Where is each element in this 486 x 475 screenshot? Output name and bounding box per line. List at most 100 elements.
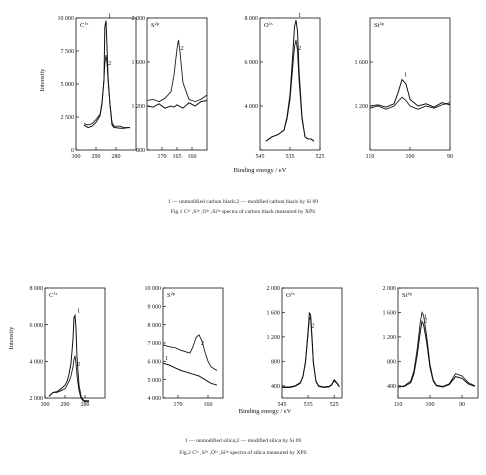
fig1-o1s-x-tick-label: 545 xyxy=(256,154,265,160)
fig2-caption: Fig.2 C¹ˢ ,S²ᵖ ,O¹ˢ ,Si²ᵖ spectra of sil… xyxy=(179,450,307,456)
fig2-s2p-series-1-line xyxy=(162,362,218,386)
fig2-s2p-frame xyxy=(162,287,224,399)
fig1-o1s-y-tick-label: 8 000 xyxy=(245,16,259,22)
fig1-si2p-element-superscript: 2p xyxy=(379,21,384,26)
fig2-s2p-y-tick-label: 10 000 xyxy=(145,286,162,292)
fig1-c1s-series-2-line xyxy=(83,54,130,129)
fig2-o1s-series-label-2: 2 xyxy=(311,322,314,329)
fig1-s2p-element-superscript: 2p xyxy=(155,21,160,26)
fig2-si2p-y-tick-label: 2 000 xyxy=(383,286,397,292)
fig2-s2p-series-label-1: 1 xyxy=(165,355,168,362)
fig2-si2p-y-tick-label: 1 600 xyxy=(383,311,397,317)
fig2-y-axis-label: Intensity xyxy=(8,326,15,349)
fig2-o1s-y-tick-label: 800 xyxy=(271,360,280,366)
fig1-o1s-x-tick-label: 535 xyxy=(286,154,295,160)
fig1-si2p-y-tick-label: 1 600 xyxy=(355,60,369,66)
fig2-si2p-panel: 400 800 1 200 1 600 2 000 110 100 90 Si2p 21 xyxy=(383,286,479,408)
fig2-c1s-x-tick-label: 280 xyxy=(81,402,90,408)
fig1-c1s-element-superscript: 1s xyxy=(84,21,88,26)
fig2-s2p-element-label: S2p xyxy=(167,291,176,299)
fig2-o1s-element-label: O1s xyxy=(286,291,295,299)
fig1-c1s-y-tick-label: 0 xyxy=(71,148,74,154)
fig2-si2p-series-1-line xyxy=(397,320,475,388)
fig1-si2p-x-tick-label: 90 xyxy=(447,154,453,160)
fig1-o1s-series-2-line xyxy=(265,39,315,142)
fig2-si2p-series-label-1: 1 xyxy=(424,314,427,321)
fig1-s2p-series-1-line xyxy=(146,100,208,109)
fig1-c1s-y-tick-label: 10 000 xyxy=(58,16,75,22)
fig1-s2p-y-tick-label: 1 600 xyxy=(132,60,146,66)
fig1-s2p-frame xyxy=(146,17,208,151)
fig1-o1s-panel: 4 000 6 000 8 000 545 535 525 O1s 1 2 xyxy=(245,12,325,160)
fig2-si2p-x-tick-label: 110 xyxy=(394,402,403,408)
fig1-c1s-series-1-line xyxy=(83,20,130,129)
fig2-si2p-series-label-2: 2 xyxy=(424,317,427,324)
fig1-o1s-series-1-line xyxy=(265,20,315,142)
fig1-si2p-panel: 1 200 1 600 110 100 90 Si2p 1 xyxy=(355,17,453,160)
fig1-o1s-element-superscript: 1s xyxy=(269,21,273,26)
fig2-si2p-series-2-line xyxy=(397,311,475,388)
fig1-si2p-series-label-1: 1 xyxy=(404,72,407,79)
fig2-c1s-series-label-2: 2 xyxy=(77,361,80,368)
fig1-si2p-frame xyxy=(369,17,451,151)
fig2-o1s-series-2-line xyxy=(282,315,340,389)
fig2-c1s-frame xyxy=(44,287,106,399)
fig2-s2p-series-2-line xyxy=(162,334,218,371)
fig2-c1s-x-tick-label: 290 xyxy=(61,402,70,408)
fig1-s2p-y-tick-label: 1 200 xyxy=(132,104,146,110)
fig1-c1s-element-label: C1s xyxy=(80,21,89,29)
fig1-si2p-y-tick-label: 1 200 xyxy=(355,104,369,110)
fig2-o1s-y-tick-label: 1 200 xyxy=(267,335,281,341)
fig2-c1s-x-tick-label: 300 xyxy=(41,402,50,408)
fig1-c1s-y-tick-label: 7 500 xyxy=(61,49,75,55)
fig1-c1s-series-label-2: 2 xyxy=(108,60,111,67)
fig1-si2p-x-tick-label: 100 xyxy=(406,154,415,160)
fig2-c1s-series-label-1: 1 xyxy=(77,308,80,315)
fig2-si2p-x-tick-label: 100 xyxy=(426,402,435,408)
fig1-caption: Fig.1 C¹ˢ ,S²ᵖ ,O¹ˢ ,Si²ᵖ spectra of car… xyxy=(170,209,316,215)
fig2-o1s-x-tick-label: 545 xyxy=(278,402,287,408)
fig2-s2p-element-superscript: 2p xyxy=(171,291,176,296)
fig1-y-axis-label: Intensity xyxy=(39,68,46,91)
fig1-c1s-series-label-1: 1 xyxy=(108,13,111,20)
fig2-si2p-element-superscript: 2p xyxy=(407,291,412,296)
fig1-legend-line: 1 — unmodified carbon black;2 — modified… xyxy=(167,199,319,205)
fig1-s2p-x-tick-label: 160 xyxy=(188,154,197,160)
fig2-o1s-y-tick-label: 2 000 xyxy=(267,286,281,292)
fig2-o1s-x-tick-label: 535 xyxy=(304,402,313,408)
fig2-s2p-y-tick-label: 7 000 xyxy=(148,341,162,347)
fig1-c1s-panel: 0 2 500 5 000 7 500 10 000 300 290 280 C1s 1 2 xyxy=(58,13,137,160)
fig1-x-axis-label: Binding energy / eV xyxy=(234,167,287,174)
fig2-s2p-y-tick-label: 4 000 xyxy=(148,396,162,402)
fig1-c1s-x-tick-label: 280 xyxy=(112,154,121,160)
fig2-c1s-y-tick-label: 4 000 xyxy=(30,360,44,366)
fig1-si2p-element-label: Si2p xyxy=(374,21,385,29)
fig2-s2p-series-label-2: 2 xyxy=(201,340,204,347)
fig1-s2p-series-2-line xyxy=(146,39,208,103)
fig1-c1s-x-tick-label: 300 xyxy=(72,154,81,160)
fig1-s2p-series-label-2: 2 xyxy=(181,45,184,52)
fig2-o1s-frame xyxy=(281,287,343,399)
fig1-si2p-x-tick-label: 110 xyxy=(366,154,375,160)
fig1-o1s-series-label-1: 1 xyxy=(298,12,301,19)
fig2-s2p-x-tick-label: 170 xyxy=(174,402,183,408)
fig2-o1s-element-superscript: 1s xyxy=(291,291,295,296)
fig1-o1s-x-tick-label: 525 xyxy=(316,154,325,160)
fig1-s2p-x-tick-label: 170 xyxy=(158,154,167,160)
fig1-s2p-y-tick-label: 2 000 xyxy=(132,16,146,22)
fig1-o1s-series-label-2: 2 xyxy=(298,45,301,52)
fig2-si2p-element-label: Si2p xyxy=(402,291,413,299)
fig2-o1s-x-tick-label: 525 xyxy=(330,402,339,408)
fig2-c1s-y-tick-label: 2 000 xyxy=(30,396,44,402)
fig1-si2p-series-2-line xyxy=(369,96,451,110)
fig2-c1s-series-2-line xyxy=(48,355,89,403)
fig2-s2p-y-tick-label: 8 000 xyxy=(148,323,162,329)
fig2-c1s-series-1-line xyxy=(48,313,89,402)
fig2-o1s-y-tick-label: 400 xyxy=(271,384,280,390)
fig2-c1s-panel: 2 000 4 000 6 000 8 000 300 290 280 C1s 1 2 xyxy=(30,286,106,408)
fig1-c1s-y-tick-label: 5 000 xyxy=(61,82,75,88)
fig1-c1s-y-tick-label: 2 500 xyxy=(61,115,75,121)
fig2-o1s-y-tick-label: 1 600 xyxy=(267,311,281,317)
